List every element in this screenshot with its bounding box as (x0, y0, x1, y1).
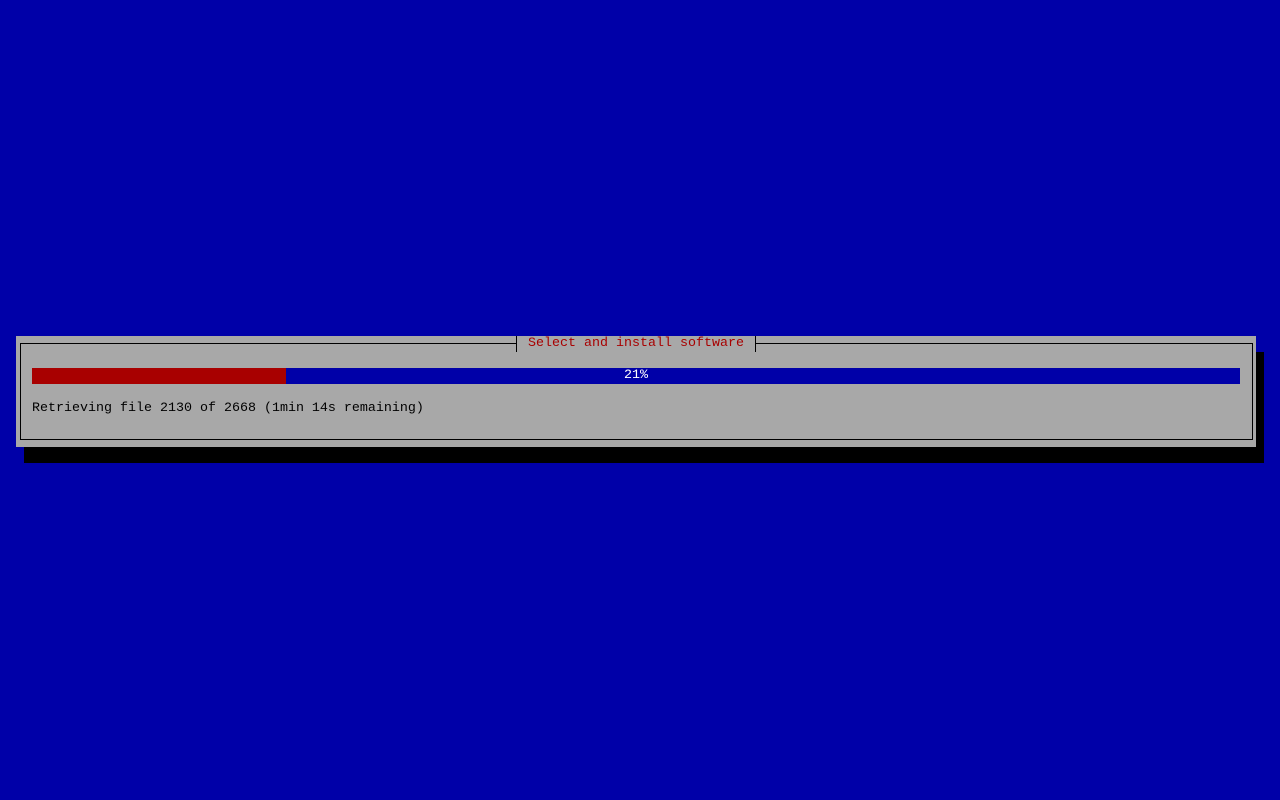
dialog-frame (20, 343, 1253, 440)
progress-fill (32, 368, 286, 384)
progress-bar: 21% (32, 368, 1240, 384)
progress-dialog: Select and install software 21% Retrievi… (16, 336, 1256, 447)
dialog-title: Select and install software (516, 336, 756, 352)
progress-percent: 21% (624, 368, 648, 383)
status-text: Retrieving file 2130 of 2668 (1min 14s r… (32, 401, 424, 416)
